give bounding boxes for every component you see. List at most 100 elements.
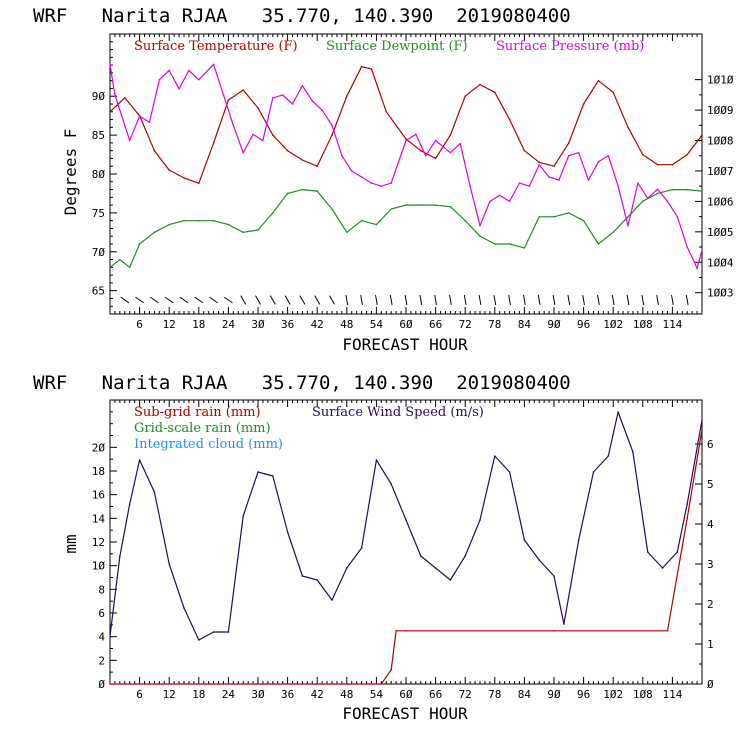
top-series-1-point: [257, 229, 259, 231]
top-series-2-point: [370, 182, 373, 184]
top-x-tick-label: 12: [163, 318, 176, 331]
bottom-series-0-point: [138, 459, 141, 461]
top-series-1-point: [138, 243, 141, 245]
top-series-2-point: [646, 197, 649, 200]
top-x-tick-label: 96: [577, 318, 590, 331]
top-series-2-point: [469, 185, 471, 187]
top-series-1-point: [128, 266, 131, 269]
bottom-y-right-tick-label: 3: [707, 558, 714, 571]
top-series-0-point: [597, 79, 600, 82]
bottom-y-left-tick-label: 1Ø: [92, 560, 106, 573]
top-series-2-point: [459, 142, 462, 145]
top-y-left-tick-label: 85: [92, 129, 105, 142]
bottom-series-1-point: [405, 629, 407, 632]
top-series-2-point: [607, 154, 610, 157]
top-x-tick-label: 1Ø8: [633, 318, 653, 331]
legend-gridscale-rain: Grid-scale rain (mm): [134, 421, 271, 436]
top-x-axis-title: FORECAST HOUR: [342, 335, 468, 354]
top-series-2-point: [291, 103, 294, 105]
bottom-series-1-point: [109, 683, 111, 685]
wind-barb-mark: [552, 294, 556, 306]
top-series-2-point: [479, 224, 481, 227]
top-series-0-point: [227, 99, 230, 101]
bottom-series-0-point: [553, 575, 555, 577]
top-series-0-point: [257, 107, 259, 109]
bottom-series-0-point: [523, 539, 526, 541]
bottom-series-0-point: [272, 475, 274, 477]
top-x-tick-label: 84: [518, 318, 532, 331]
bottom-legend: Sub-grid rain (mm) Surface Wind Speed (m…: [134, 405, 484, 452]
bottom-series-0-point: [494, 455, 496, 457]
top-y-left-tick-label: 75: [92, 207, 105, 220]
top-series-2-point: [138, 115, 141, 117]
top-series-2-point: [434, 139, 437, 142]
wind-barb-mark: [582, 294, 585, 306]
top-series-2-point: [301, 84, 304, 87]
bottom-x-tick-label: 66: [429, 688, 442, 701]
top-series-1-point: [390, 208, 393, 210]
legend-pressure: Surface Pressure (mb): [496, 39, 644, 54]
bottom-series-0-point: [119, 555, 121, 557]
bottom-series-0-point: [227, 631, 230, 633]
top-series-2-point: [415, 133, 417, 136]
top-series-2-point: [489, 200, 491, 203]
top-series-1-line: [109, 189, 703, 268]
top-y-left-tick-label: 65: [92, 285, 105, 298]
top-x-tick-label: 36: [281, 318, 294, 331]
top-series-2-point: [242, 151, 244, 154]
bottom-x-tick-label: 1Ø8: [633, 688, 653, 701]
top-x-tick-label: 54: [370, 318, 384, 331]
top-series-1-point: [582, 219, 585, 222]
bottom-series-0-point: [257, 471, 259, 473]
wind-barb-mark: [419, 294, 423, 306]
bottom-x-tick-label: 96: [577, 688, 590, 701]
top-series-0-point: [360, 65, 363, 68]
top-y-left-tick-label: 9Ø: [92, 90, 106, 103]
top-series-2-point: [449, 151, 452, 154]
top-series-0-point: [508, 118, 511, 121]
wind-barb-mark: [209, 296, 218, 304]
top-series-2-point: [212, 63, 215, 66]
wind-barb-mark: [269, 295, 276, 305]
top-series-1-point: [420, 204, 422, 206]
bottom-series-0-point: [360, 547, 363, 549]
wind-barb-mark: [656, 294, 659, 306]
top-x-tick-label: 6: [136, 318, 143, 331]
top-series-0-point: [686, 153, 688, 156]
top-series-1-point: [198, 219, 200, 222]
top-series-1-point: [671, 188, 674, 191]
legend-subgrid-rain: Sub-grid rain (mm): [134, 405, 261, 420]
top-series-2-point: [405, 139, 407, 142]
top-y-right-tick-label: 1ØØ3: [707, 287, 734, 300]
bottom-x-axis-title: FORECAST HOUR: [342, 704, 468, 723]
top-x-tick-label: 3Ø: [251, 318, 265, 331]
top-series-2-point: [558, 179, 560, 181]
top-series-2-point: [498, 194, 501, 197]
bottom-series-0-point: [316, 579, 319, 581]
top-series-2-point: [424, 154, 427, 157]
top-x-tick-label: 72: [459, 318, 472, 331]
top-series-1-point: [316, 190, 319, 192]
top-y-right-tick-label: 1ØØ6: [707, 195, 734, 208]
top-x-tick-label: 1Ø2: [603, 318, 623, 331]
bottom-series-0-point: [128, 503, 131, 505]
top-series-2-point: [548, 176, 550, 178]
bottom-series-1-line: [110, 429, 703, 685]
bottom-series-0-point: [479, 519, 481, 521]
top-series-2-point: [272, 97, 274, 99]
top-x-tick-label: 114: [662, 318, 682, 331]
top-series-1-point: [642, 200, 644, 203]
top-y-right-tick-label: 1ØØ9: [707, 104, 734, 117]
bottom-series-0-point: [286, 531, 289, 533]
bottom-series-0-point: [538, 559, 540, 561]
top-x-tick-label: 24: [222, 318, 236, 331]
bottom-header: WRF Narita RJAA 35.770, 140.390 20190804…: [33, 372, 571, 394]
top-series-1-point: [227, 223, 230, 226]
bottom-x-tick-label: 12: [163, 688, 176, 701]
wind-barb-mark: [597, 294, 600, 306]
bottom-series-0-point: [449, 579, 452, 581]
wind-barb-mark: [120, 296, 130, 304]
bottom-x-tick-label: 84: [518, 688, 532, 701]
wind-barb-mark: [314, 295, 321, 305]
